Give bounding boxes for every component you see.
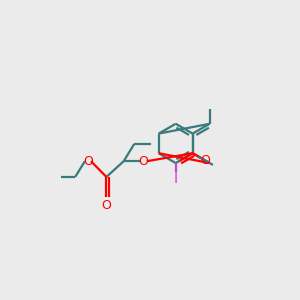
Text: O: O [138, 155, 148, 168]
Text: O: O [200, 154, 210, 167]
Text: O: O [101, 199, 111, 212]
Text: O: O [83, 155, 93, 168]
Text: I: I [174, 171, 178, 186]
